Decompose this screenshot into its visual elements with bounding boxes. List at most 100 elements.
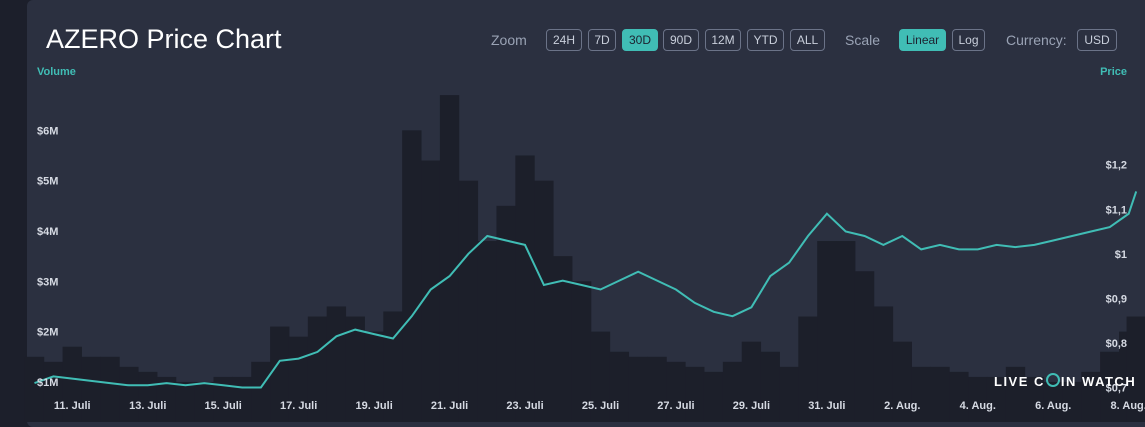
volume-bar [949,371,969,422]
volume-bar [439,95,460,422]
volume-bar [62,346,82,422]
volume-bar [458,180,479,422]
volume-bar [496,205,516,422]
volume-bar [1081,371,1101,422]
volume-bar [288,336,309,422]
price-tick-label: $1 [1115,249,1127,261]
price-tick-label: $0,7 [1106,383,1127,395]
volume-bar [553,256,573,422]
x-tick-label: 8. Aug. [1111,400,1145,412]
volume-bar [647,356,667,422]
volume-bar [1100,351,1120,422]
volume-bar [81,356,101,422]
volume-bar [628,356,648,422]
price-tick-label: $0,9 [1106,293,1127,305]
x-tick-label: 13. Juli [129,400,166,412]
volume-bar [854,271,875,422]
zoom-7d-button[interactable]: 7D [588,29,616,51]
x-tick-label: 19. Juli [355,400,392,412]
volume-tick-label: $1M [37,377,58,389]
volume-bar [892,341,912,422]
currency-usd-button[interactable]: USD [1077,29,1117,51]
volume-bar [798,316,818,422]
zoom-30d-button[interactable]: 30D [622,29,658,51]
volume-bar [1062,381,1082,422]
volume-bar [270,326,290,422]
coin-icon [1045,373,1060,387]
volume-bar [666,361,686,422]
x-tick-label: 31. Juli [808,400,845,412]
livecoinwatch-watermark: LIVE C IN WATCH [994,373,1137,389]
x-tick-label: 17. Juli [280,400,317,412]
volume-tick-label: $6M [37,125,58,137]
zoom-all-button[interactable]: ALL [790,29,825,51]
volume-bar [477,241,497,422]
price-tick-label: $1,2 [1106,160,1127,172]
volume-bar [685,366,705,422]
volume-bar [986,376,1007,422]
volume-bar [307,316,328,422]
volume-bar [156,376,177,422]
zoom-12m-button[interactable]: 12M [705,29,741,51]
volume-tick-label: $3M [37,276,58,288]
volume-bar [968,376,988,422]
currency-label: Currency: [1006,32,1067,48]
volume-bar [24,356,45,422]
zoom-label: Zoom [491,32,527,48]
volume-bar [138,371,158,422]
scale-linear-button[interactable]: Linear [899,29,946,51]
zoom-ytd-button[interactable]: YTD [747,29,784,51]
volume-bar [930,366,950,422]
x-tick-label: 23. Juli [506,400,543,412]
volume-bar [1126,316,1145,422]
volume-tick-label: $5M [37,176,58,188]
volume-bar [175,381,196,422]
volume-bar [609,351,630,422]
x-tick-label: 11. Juli [54,400,91,412]
volume-bar [722,361,743,422]
volume-axis-title: Volume [37,66,76,78]
x-tick-label: 6. Aug. [1035,400,1071,412]
volume-bar [421,160,441,423]
x-tick-label: 4. Aug. [960,400,996,412]
volume-bar [1024,376,1045,422]
volume-bar [1043,381,1063,422]
price-line [34,191,1138,389]
x-tick-label: 21. Juli [431,400,468,412]
volume-bar [213,376,233,422]
volume-bar [43,361,64,422]
volume-bar [590,331,611,422]
x-tick-label: 27. Juli [657,400,694,412]
x-tick-label: 29. Juli [733,400,770,412]
volume-bar [383,311,403,422]
x-tick-label: 2. Aug. [884,400,920,412]
volume-bar [741,341,762,422]
volume-bar [515,155,535,422]
volume-bar [364,331,384,422]
volume-bar [817,241,837,422]
x-tick-label: 15. Juli [205,400,242,412]
volume-bar [402,130,422,423]
volume-bar [873,306,894,422]
scale-label: Scale [845,32,881,48]
volume-bar [703,371,724,422]
volume-bars [24,95,1145,423]
price-tick-label: $0,8 [1106,338,1127,350]
volume-bar [1005,366,1026,422]
volume-bar [100,356,120,422]
zoom-24h-button[interactable]: 24H [546,29,582,51]
volume-bar [326,306,347,422]
volume-bar [534,180,554,422]
volume-bar [760,351,780,422]
price-axis-title: Price [1100,66,1127,78]
x-tick-label: 25. Juli [582,400,619,412]
volume-bar [119,366,139,422]
price-tick-label: $1,1 [1106,204,1127,216]
page-title: AZERO Price Chart [46,24,282,54]
volume-bar [251,361,271,422]
scale-log-button[interactable]: Log [952,29,985,51]
zoom-90d-button[interactable]: 90D [663,29,699,51]
volume-bar [194,381,215,422]
volume-tick-label: $4M [37,226,58,238]
